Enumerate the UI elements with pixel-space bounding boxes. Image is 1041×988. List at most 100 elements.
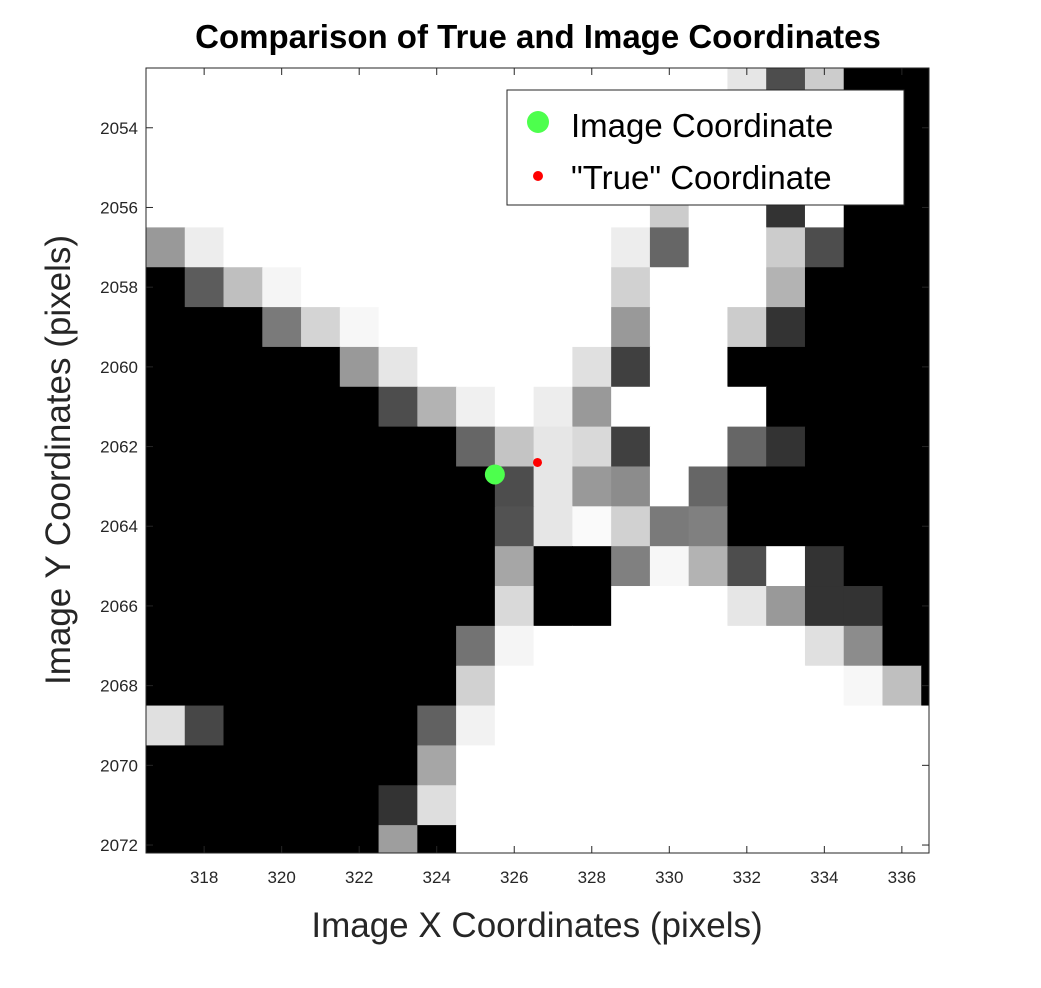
- y-tick-label: 2068: [100, 677, 138, 696]
- heatmap-cell: [146, 625, 186, 667]
- heatmap-cell: [727, 586, 767, 627]
- heatmap-cell: [262, 745, 302, 786]
- heatmap-cell: [960, 108, 999, 148]
- heatmap-cell: [184, 665, 225, 707]
- heatmap-cell: [379, 865, 418, 905]
- heatmap-cell: [843, 346, 884, 388]
- heatmap-cell: [960, 387, 999, 427]
- heatmap-cell: [262, 586, 302, 627]
- heatmap-cell: [766, 546, 806, 587]
- heatmap-cell: [262, 346, 302, 388]
- x-axis-ticks: 318 320 322 324 326 328 330 332 334 336: [190, 68, 916, 887]
- heatmap-cell: [804, 625, 845, 667]
- heatmap-cell: [378, 825, 418, 853]
- heatmap-cell: [611, 546, 651, 587]
- heatmap-cell: [339, 466, 380, 507]
- heatmap-cell: [921, 147, 929, 189]
- heatmap-cell: [960, 267, 999, 307]
- heatmap-cell: [223, 705, 263, 747]
- heatmap-cell: [766, 307, 806, 348]
- heatmap-cell: [456, 745, 496, 786]
- heatmap-cell: [301, 466, 341, 507]
- heatmap-cell: [572, 785, 612, 826]
- heatmap-cell: [804, 785, 845, 826]
- heatmap-cell: [146, 147, 186, 189]
- heatmap-cell: [843, 745, 884, 786]
- heatmap-cell: [417, 586, 457, 627]
- heatmap-cell: [146, 227, 186, 268]
- heatmap-cell: [649, 785, 690, 826]
- heatmap-cell: [804, 586, 845, 627]
- heatmap-cell: [417, 386, 457, 428]
- heatmap-cell: [378, 227, 418, 268]
- heatmap-cell: [262, 227, 302, 268]
- heatmap-cell: [223, 386, 263, 428]
- heatmap-cell: [611, 705, 651, 747]
- heatmap-cell: [146, 705, 186, 747]
- heatmap-cell: [184, 267, 225, 308]
- heatmap-cell: [804, 665, 845, 707]
- heatmap-cell: [766, 426, 806, 468]
- heatmap-cell: [301, 426, 341, 468]
- heatmap-cell: [960, 188, 999, 228]
- heatmap-cell: [262, 705, 302, 747]
- heatmap-cell: [301, 625, 341, 667]
- heatmap-cell: [301, 665, 341, 707]
- heatmap-cell: [223, 267, 263, 308]
- heatmap-cell: [960, 227, 999, 267]
- heatmap-cell: [223, 825, 263, 853]
- heatmap-cell: [649, 546, 690, 587]
- heatmap-cell: [301, 187, 341, 228]
- heatmap-cell: [146, 386, 186, 428]
- heatmap-cell: [960, 865, 999, 905]
- heatmap-cell: [843, 506, 884, 547]
- heatmap-cell: [262, 546, 302, 587]
- y-axis-label: Image Y Coordinates (pixels): [39, 235, 78, 685]
- heatmap-cell: [301, 865, 340, 905]
- y-tick-label: 2056: [100, 198, 138, 217]
- heatmap-cell: [184, 346, 225, 388]
- heatmap-cell: [882, 546, 922, 587]
- heatmap-cell: [921, 625, 929, 667]
- heatmap-cell: [494, 426, 535, 468]
- heatmap-cell: [921, 825, 929, 853]
- heatmap-cell: [184, 307, 225, 348]
- heatmap-cell: [843, 466, 884, 507]
- heatmap-cell: [921, 466, 929, 507]
- legend-label-image-coordinate: Image Coordinate: [571, 107, 833, 144]
- heatmap-cell: [882, 785, 922, 826]
- heatmap-cell: [960, 506, 999, 546]
- heatmap-cell: [804, 506, 845, 547]
- heatmap-cell: [882, 346, 922, 388]
- heatmap-cell: [378, 546, 418, 587]
- heatmap-cell: [339, 586, 380, 627]
- heatmap-cell: [456, 147, 496, 189]
- heatmap-cell: [378, 267, 418, 308]
- heatmap-cell: [572, 625, 612, 667]
- x-tick-label: 322: [345, 868, 373, 887]
- heatmap-cell: [649, 426, 690, 468]
- heatmap-cell: [689, 865, 728, 905]
- heatmap-cell: [843, 426, 884, 468]
- heatmap-cell: [533, 705, 573, 747]
- heatmap-cell: [766, 785, 806, 826]
- heatmap-cell: [882, 665, 922, 707]
- heatmap-cell: [960, 307, 999, 347]
- heatmap-cell: [649, 227, 690, 268]
- heatmap-cell: [533, 386, 573, 428]
- heatmap-cell: [417, 307, 457, 348]
- heatmap-cell: [766, 625, 806, 667]
- heatmap-cell: [960, 347, 999, 387]
- heatmap-cell: [727, 346, 767, 388]
- heatmap-cell: [960, 666, 999, 706]
- heatmap-cell: [533, 745, 573, 786]
- heatmap-cell: [184, 147, 225, 189]
- heatmap-cell: [184, 705, 225, 747]
- heatmap-cell: [494, 586, 535, 627]
- heatmap-cell: [494, 785, 535, 826]
- heatmap-cell: [146, 865, 185, 905]
- heatmap-cell: [378, 466, 418, 507]
- heatmap-cell: [533, 346, 573, 388]
- heatmap-cell: [804, 825, 845, 853]
- heatmap-cell: [882, 705, 922, 747]
